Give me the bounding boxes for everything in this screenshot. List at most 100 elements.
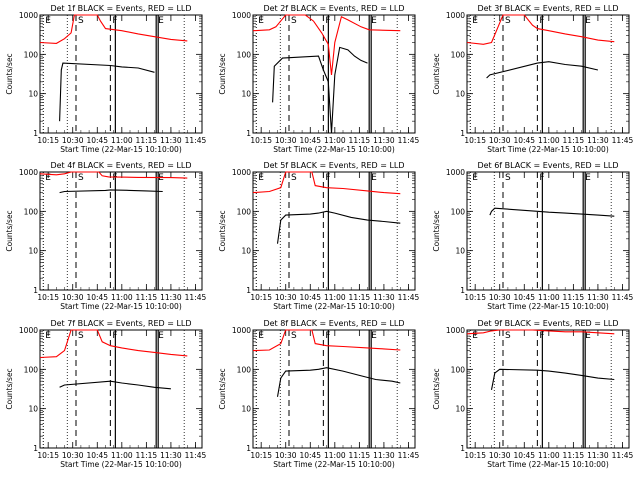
- detector-panel: Det 1f BLACK = Events, RED = LLD 1 10 100 10…: [5, 4, 206, 154]
- y-tick-label: 1: [460, 286, 465, 295]
- y-tick-label: 1000: [446, 11, 465, 20]
- x-tick-label: 10:45: [513, 451, 535, 460]
- x-tick-label: 11:00: [111, 293, 133, 302]
- interval-marker-label: E: [472, 16, 478, 26]
- plot-frame: [466, 14, 630, 134]
- plot-frame: [39, 329, 203, 449]
- x-tick-label: 11:00: [538, 136, 560, 145]
- plot-frame: [39, 14, 203, 134]
- x-tick-label: 10:30: [275, 136, 297, 145]
- x-tick-label: 11:45: [185, 451, 207, 460]
- detector-panel: Det 3f BLACK = Events, RED = LLD 1 10 100 10…: [432, 4, 633, 154]
- detector-panel: Det 9f BLACK = Events, RED = LLD 1 10 100 10…: [432, 319, 633, 469]
- interval-marker-label: F: [112, 16, 117, 26]
- x-tick-label: 10:15: [250, 293, 272, 302]
- y-tick-label: 1000: [232, 168, 251, 177]
- y-tick-label: 10: [241, 247, 251, 256]
- interval-marker-label: E: [45, 331, 51, 341]
- interval-marker-label: S: [78, 331, 84, 341]
- x-tick-label: 10:30: [275, 293, 297, 302]
- panel-title: Det 5f BLACK = Events, RED = LLD: [263, 161, 404, 170]
- y-tick-label: 1000: [232, 326, 251, 335]
- x-tick-label: 11:45: [398, 136, 420, 145]
- interval-marker-label: S: [78, 16, 84, 26]
- interval-marker-label: S: [505, 16, 511, 26]
- x-tick-label: 11:15: [349, 136, 371, 145]
- y-tick-label: 1: [246, 286, 251, 295]
- y-tick-label: 1: [460, 129, 465, 138]
- x-tick-label: 10:45: [299, 451, 321, 460]
- x-axis-label: Start Time (22-Mar-15 10:10:00): [273, 145, 395, 154]
- y-tick-label: 1: [33, 129, 38, 138]
- x-tick-label: 10:45: [299, 136, 321, 145]
- y-axis-label: Counts/sec: [432, 53, 441, 94]
- interval-marker-label: F: [539, 331, 544, 341]
- events-rate-series-line: [490, 368, 615, 391]
- y-tick-label: 1000: [232, 11, 251, 20]
- y-axis-label: Counts/sec: [5, 368, 14, 409]
- x-tick-label: 10:30: [62, 136, 84, 145]
- x-tick-label: 10:45: [513, 293, 535, 302]
- y-axis-label: Counts/sec: [5, 53, 14, 94]
- interval-marker-label: E: [158, 16, 164, 26]
- panel-title: Det 8f BLACK = Events, RED = LLD: [263, 319, 404, 328]
- x-tick-label: 11:00: [111, 136, 133, 145]
- x-axis-label: Start Time (22-Mar-15 10:10:00): [60, 460, 182, 469]
- lld-rate-series-line: [252, 171, 401, 195]
- y-axis-label: Counts/sec: [432, 368, 441, 409]
- x-tick-label: 11:30: [160, 451, 182, 460]
- events-rate-series-line: [59, 62, 155, 122]
- x-tick-label: 10:15: [250, 451, 272, 460]
- y-tick-label: 1: [246, 444, 251, 453]
- y-tick-label: 1: [460, 444, 465, 453]
- lld-rate-series-line: [39, 14, 188, 44]
- x-tick-label: 10:45: [513, 136, 535, 145]
- x-tick-label: 11:30: [373, 293, 395, 302]
- lld-rate-series-line: [39, 171, 188, 179]
- y-tick-label: 1000: [446, 168, 465, 177]
- x-tick-label: 10:15: [250, 136, 272, 145]
- events-rate-series-line: [489, 207, 615, 217]
- x-tick-label: 11:00: [538, 451, 560, 460]
- x-tick-label: 11:30: [373, 136, 395, 145]
- x-axis-label: Start Time (22-Mar-15 10:10:00): [487, 302, 609, 311]
- events-rate-series-line: [276, 210, 401, 244]
- interval-marker-label: F: [325, 173, 330, 183]
- x-tick-label: 11:30: [160, 293, 182, 302]
- interval-marker-label: E: [585, 331, 591, 341]
- detector-panel: Det 6f BLACK = Events, RED = LLD 1 10 100 10…: [432, 161, 633, 311]
- interval-marker-label: E: [258, 16, 264, 26]
- x-tick-label: 10:15: [464, 293, 486, 302]
- x-tick-label: 11:45: [612, 293, 634, 302]
- plot-frame: [466, 171, 630, 291]
- y-tick-label: 1: [33, 286, 38, 295]
- y-tick-label: 10: [455, 90, 465, 99]
- interval-marker-label: E: [371, 16, 377, 26]
- plot-frame: [252, 171, 416, 291]
- x-tick-label: 11:15: [136, 451, 158, 460]
- y-axis-label: Counts/sec: [5, 210, 14, 251]
- x-tick-label: 11:00: [324, 293, 346, 302]
- y-tick-label: 1000: [19, 11, 38, 20]
- x-tick-label: 11:45: [398, 293, 420, 302]
- lld-rate-series-line: [252, 14, 401, 75]
- x-tick-label: 11:00: [538, 293, 560, 302]
- interval-marker-label: S: [505, 173, 511, 183]
- interval-marker-label: F: [539, 173, 544, 183]
- x-axis-label: Start Time (22-Mar-15 10:10:00): [60, 302, 182, 311]
- x-tick-label: 11:15: [563, 293, 585, 302]
- plot-frame: [252, 329, 416, 449]
- x-axis-label: Start Time (22-Mar-15 10:10:00): [273, 460, 395, 469]
- x-tick-label: 10:45: [299, 293, 321, 302]
- events-rate-series-line: [59, 380, 171, 390]
- x-tick-label: 11:15: [136, 136, 158, 145]
- y-tick-label: 100: [451, 207, 466, 216]
- interval-marker-label: E: [258, 331, 264, 341]
- interval-marker-label: E: [371, 173, 377, 183]
- y-tick-label: 1000: [19, 168, 38, 177]
- y-tick-label: 1000: [446, 326, 465, 335]
- x-tick-label: 11:45: [185, 293, 207, 302]
- detector-panel: Det 7f BLACK = Events, RED = LLD 1 10 100 10…: [5, 319, 206, 469]
- x-tick-label: 11:30: [160, 136, 182, 145]
